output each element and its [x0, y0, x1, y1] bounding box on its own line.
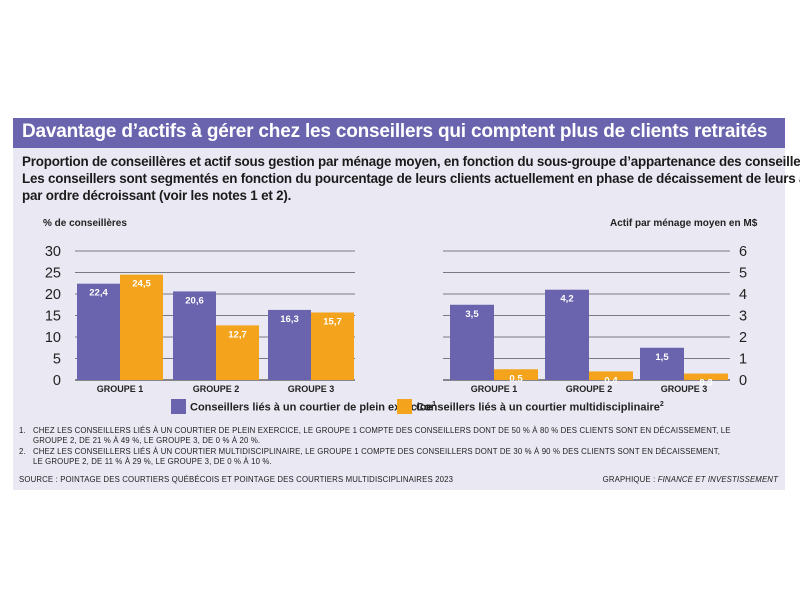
- left-category-label: GROUPE 2: [193, 384, 240, 394]
- right-ytick-label: 1: [739, 352, 747, 368]
- right-bar: [450, 304, 494, 380]
- legend-label-plein-exercice: Conseillers liés à un courtier de plein …: [190, 401, 437, 414]
- legend-swatch-plein-exercice: [171, 399, 186, 414]
- left-bar-value-label: 12,7: [228, 329, 247, 340]
- right-bar: [684, 373, 728, 380]
- legend-label-multidisciplinaire: Conseillers liés à un courtier multidisc…: [416, 401, 664, 414]
- graphic-credit: GRAPHIQUE : FINANCE ET INVESTISSEMENT: [602, 475, 778, 484]
- right-bar-value-label: 4,2: [560, 294, 573, 305]
- left-bar: [120, 274, 163, 380]
- left-bar: [311, 312, 354, 380]
- note-1-line-1: CHEZ LES CONSEILLERS LIÉS À UN COURTIER …: [33, 426, 731, 435]
- right-bar-value-label: 0,4: [604, 375, 618, 386]
- left-bar-value-label: 15,7: [323, 316, 342, 327]
- left-category-label: GROUPE 1: [97, 384, 144, 394]
- right-bar: [589, 371, 633, 380]
- subtitle-line-2: Les conseillers sont segmentés en foncti…: [22, 171, 800, 186]
- left-ytick-label: 5: [53, 352, 61, 368]
- right-ytick-label: 4: [739, 287, 747, 303]
- subtitle-line-3: par ordre décroissant (voir les notes 1 …: [22, 188, 292, 203]
- left-bar-value-label: 24,5: [132, 279, 151, 290]
- left-category-label: GROUPE 3: [288, 384, 335, 394]
- right-ytick-label: 6: [739, 244, 747, 260]
- left-ytick-label: 20: [45, 287, 61, 303]
- page-title: Davantage d’actifs à gérer chez les cons…: [22, 121, 768, 142]
- right-bar-value-label: 0,3: [699, 378, 712, 389]
- right-bar-value-label: 0,5: [509, 373, 523, 384]
- right-bar: [640, 347, 684, 380]
- left-bar: [268, 309, 311, 380]
- left-bar-value-label: 20,6: [185, 295, 204, 306]
- right-ytick-label: 0: [739, 373, 747, 389]
- left-bar-value-label: 16,3: [280, 314, 299, 325]
- source-note: SOURCE : POINTAGE DES COURTIERS QUÉBÉCOI…: [19, 475, 454, 484]
- note-2-number: 2.: [19, 447, 26, 456]
- note-1-line-2: GROUPE 2, DE 21 % À 49 %, LE GROUPE 3, D…: [33, 436, 261, 445]
- left-ytick-label: 15: [45, 309, 61, 325]
- left-bar: [77, 283, 120, 380]
- right-bar-value-label: 1,5: [655, 352, 669, 363]
- right-ytick-label: 3: [739, 309, 747, 325]
- left-ytick-label: 30: [45, 244, 61, 260]
- infographic-panel: Davantage d’actifs à gérer chez les cons…: [13, 118, 800, 490]
- subtitle-line-1: Proportion de conseillères et actif sous…: [22, 154, 800, 169]
- right-category-label: GROUPE 1: [471, 384, 518, 394]
- title-banner: Davantage d’actifs à gérer chez les cons…: [13, 118, 785, 148]
- note-2-line-2: LE GROUPE 2, DE 11 % À 29 %, LE GROUPE 3…: [33, 457, 272, 466]
- right-bar: [545, 289, 589, 380]
- note-2-line-1: CHEZ LES CONSEILLERS LIÉS À UN COURTIER …: [33, 447, 721, 456]
- left-ytick-label: 25: [45, 266, 61, 282]
- left-bar-value-label: 22,4: [89, 288, 108, 299]
- right-ytick-label: 5: [739, 266, 747, 282]
- right-category-label: GROUPE 2: [566, 384, 613, 394]
- legend-swatch-multidisciplinaire: [397, 399, 412, 414]
- left-bar: [216, 325, 259, 380]
- right-ytick-label: 2: [739, 330, 747, 346]
- left-ytick-label: 0: [53, 373, 61, 389]
- left-bar: [173, 291, 216, 380]
- right-category-label: GROUPE 3: [661, 384, 708, 394]
- left-ytick-label: 10: [45, 330, 61, 346]
- right-bar-value-label: 3,5: [465, 309, 479, 320]
- right-chart-ylabel: Actif par ménage moyen en M$: [610, 218, 758, 229]
- note-1-number: 1.: [19, 426, 26, 435]
- right-bar: [494, 369, 538, 380]
- left-chart-ylabel: % de conseillères: [43, 218, 127, 229]
